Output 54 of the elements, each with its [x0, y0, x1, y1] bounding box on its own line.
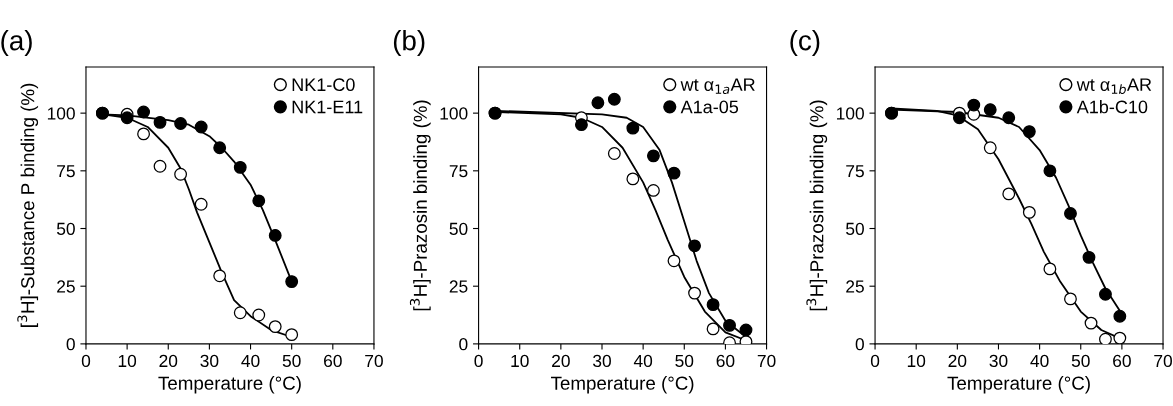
y-tick-label: 25 — [846, 280, 864, 293]
x-tick-label: 60 — [1113, 354, 1131, 368]
x-axis-title: Temperature (°C) — [158, 376, 301, 394]
x-tick-label: 20 — [948, 354, 967, 368]
x-tick-label: 30 — [593, 354, 611, 368]
y-tick-label: 25 — [449, 280, 468, 293]
x-tick-label: 50 — [282, 354, 301, 368]
y-tick-label: 100 — [440, 107, 468, 120]
legend-label: NK1-C0 — [292, 78, 355, 92]
legend-label: NK1-E11 — [292, 100, 363, 114]
x-tick-label: 70 — [1154, 354, 1173, 368]
x-tick-label: 10 — [907, 354, 926, 368]
x-tick-label: 50 — [675, 354, 694, 368]
x-tick-label: 20 — [159, 354, 178, 368]
y-tick-label: 0 — [459, 338, 468, 351]
x-tick-label: 30 — [200, 354, 219, 368]
y-tick-label: 25 — [57, 280, 75, 293]
y-axis-title: [$^{3}$H]-Prazosin binding (%) — [409, 100, 431, 311]
y-tick-label: 75 — [846, 165, 864, 178]
x-tick-label: 0 — [870, 354, 880, 368]
chart-title: (c) — [790, 30, 820, 56]
x-tick-label: 10 — [511, 354, 529, 368]
x-tick-label: 40 — [633, 354, 653, 368]
legend-label: wt α$_{1b}$AR — [1076, 78, 1152, 95]
x-tick-label: 0 — [81, 354, 91, 368]
y-tick-label: 0 — [855, 338, 864, 351]
legend-label: A1b-C10 — [1076, 100, 1148, 114]
x-tick-label: 70 — [757, 354, 776, 368]
x-tick-label: 30 — [989, 354, 1008, 368]
x-tick-label: 60 — [716, 354, 735, 368]
y-axis-title: [$^{3}$H]-Prazosin binding (%) — [806, 100, 828, 311]
y-tick-label: 50 — [846, 222, 864, 235]
x-tick-label: 40 — [241, 354, 260, 368]
x-tick-label: 70 — [365, 354, 383, 368]
x-tick-label: 0 — [474, 354, 483, 368]
x-tick-label: 50 — [1071, 354, 1090, 368]
x-tick-label: 60 — [324, 354, 342, 368]
x-axis-title: Temperature (°C) — [947, 376, 1090, 394]
y-tick-label: 0 — [66, 338, 75, 351]
chart-title: (b) — [393, 30, 425, 56]
y-tick-label: 100 — [837, 107, 864, 120]
legend-label: A1a-05 — [680, 100, 739, 114]
y-tick-label: 75 — [57, 165, 75, 178]
y-tick-label: 50 — [449, 222, 468, 235]
x-tick-label: 10 — [118, 354, 137, 368]
x-tick-label: 40 — [1030, 354, 1049, 368]
x-tick-label: 20 — [552, 354, 570, 368]
y-axis-title: [$^{3}$H]-Substance P binding (%) — [17, 83, 39, 327]
chart-title: (a) — [1, 30, 32, 56]
legend-label: wt α$_{1a}$AR — [680, 78, 755, 95]
y-tick-label: 100 — [47, 107, 75, 120]
x-axis-title: Temperature (°C) — [551, 376, 694, 394]
y-tick-label: 75 — [449, 165, 468, 178]
y-tick-label: 50 — [56, 222, 75, 235]
